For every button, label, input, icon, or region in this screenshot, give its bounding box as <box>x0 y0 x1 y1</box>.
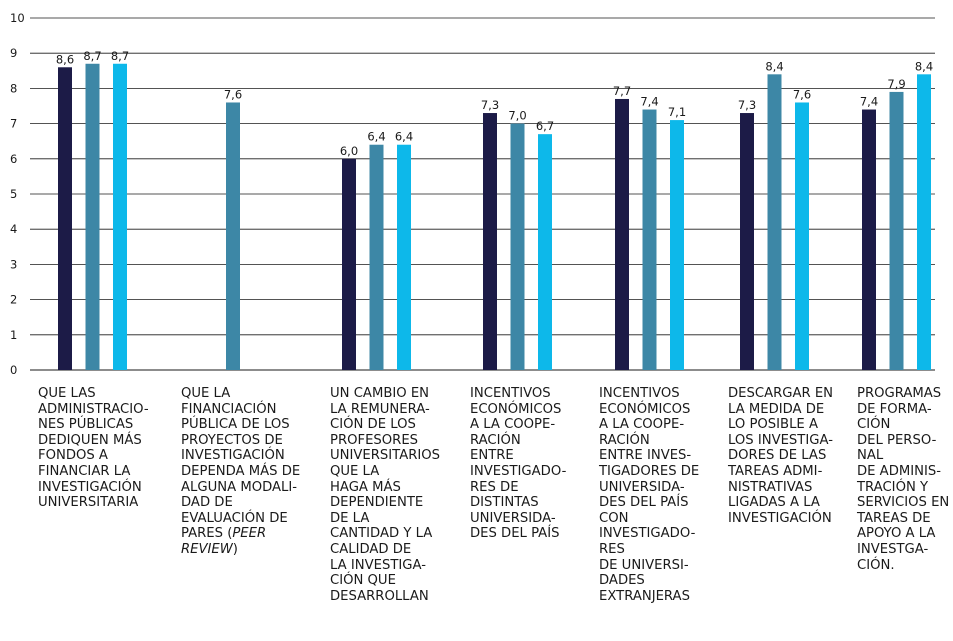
bar <box>670 120 684 370</box>
category-label: DESCARGAR EN LA MEDIDA DE LO POSIBLE A L… <box>728 386 834 526</box>
data-label: 7,1 <box>668 105 686 119</box>
data-label: 7,7 <box>613 84 631 98</box>
category-label: QUE LAS ADMINISTRACIO- NES PÚBLICAS DEDI… <box>38 386 149 511</box>
y-tick-label: 4 <box>10 222 17 236</box>
bar <box>862 109 876 371</box>
data-label: 6,4 <box>395 130 413 144</box>
data-label: 6,4 <box>367 130 385 144</box>
data-label: 7,6 <box>224 87 242 101</box>
y-tick-label: 6 <box>10 152 17 166</box>
data-label: 8,4 <box>765 59 783 73</box>
bar <box>795 102 809 370</box>
data-label: 7,0 <box>508 109 526 123</box>
y-tick-label: 2 <box>10 293 17 307</box>
category-label: INCENTIVOS ECONÓMICOS A LA COOPE- RACIÓN… <box>599 386 700 604</box>
data-label: 8,6 <box>56 52 74 66</box>
y-tick-label: 10 <box>10 11 25 25</box>
y-tick-label: 8 <box>10 81 17 95</box>
y-tick-label: 3 <box>10 257 17 271</box>
bar <box>58 67 72 370</box>
data-label: 7,4 <box>860 95 878 109</box>
bar <box>642 109 657 371</box>
bar <box>767 74 782 370</box>
data-label: 7,3 <box>738 98 756 112</box>
data-label: 7,9 <box>887 77 905 91</box>
y-tick-label: 1 <box>10 328 17 342</box>
data-label: 6,0 <box>340 144 358 158</box>
bar <box>342 158 356 370</box>
bar <box>917 74 931 370</box>
bar <box>889 91 904 371</box>
category-label: PROGRAMAS DE FORMA- CIÓN DEL PERSO- NAL … <box>857 386 950 573</box>
data-label: 7,6 <box>793 87 811 101</box>
y-tick-label: 5 <box>10 187 17 201</box>
y-tick-label: 0 <box>10 363 17 377</box>
data-label: 6,7 <box>536 119 554 133</box>
bar <box>226 102 240 370</box>
bar <box>538 134 552 370</box>
bar <box>615 98 629 371</box>
bar <box>740 113 754 370</box>
category-label: UN CAMBIO EN LA REMUNERA- CIÓN DE LOS PR… <box>330 386 441 604</box>
y-tick-label: 9 <box>10 46 17 60</box>
bar <box>85 63 100 370</box>
bar <box>369 144 384 370</box>
y-tick-label: 7 <box>10 117 17 131</box>
bar <box>397 144 411 370</box>
category-label: INCENTIVOS ECONÓMICOS A LA COOPE- RACIÓN… <box>470 386 567 542</box>
data-label: 7,4 <box>640 95 658 109</box>
bar <box>113 63 127 370</box>
bar <box>483 113 497 370</box>
data-label: 8,7 <box>111 49 129 63</box>
category-label: QUE LA FINANCIACIÓN PÚBLICA DE LOS PROYE… <box>181 386 301 557</box>
bar <box>510 123 525 370</box>
data-label: 7,3 <box>481 98 499 112</box>
data-label: 8,7 <box>83 49 101 63</box>
data-label: 8,4 <box>915 59 933 73</box>
